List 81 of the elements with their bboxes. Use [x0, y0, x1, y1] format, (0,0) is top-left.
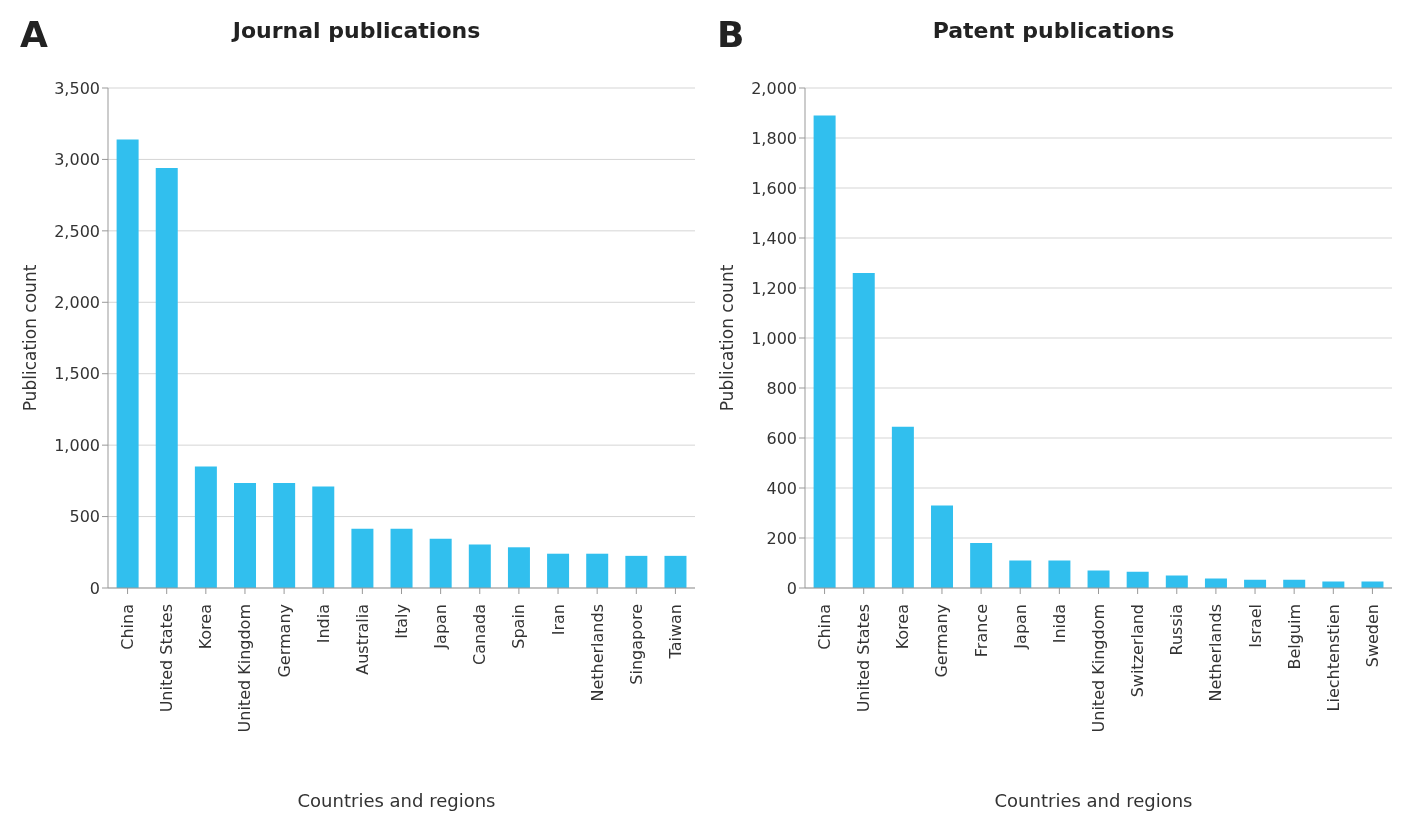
bar	[891, 426, 914, 588]
x-tick-label: Australia	[352, 604, 372, 675]
bar	[813, 115, 836, 588]
y-tick-label: 3,500	[54, 78, 100, 98]
y-axis-title: Publication count	[20, 264, 41, 412]
bar	[547, 553, 570, 588]
x-tick-label: Korea	[196, 604, 216, 650]
x-axis-title: Countries and regions	[993, 790, 1194, 811]
x-tick-label: Canada	[470, 604, 490, 665]
bar	[234, 483, 257, 588]
y-tick-label: 1,200	[751, 278, 797, 298]
text: A	[20, 14, 48, 55]
y-tick-label: 1,500	[54, 364, 100, 384]
y-tick-label: 1,600	[751, 178, 797, 198]
x-tick-label: China	[118, 604, 138, 650]
bar	[852, 273, 875, 588]
y-tick-label: 800	[766, 378, 797, 398]
bar	[1048, 560, 1071, 588]
y-tick-label: 200	[766, 528, 797, 548]
x-tick-label: Japan	[1010, 604, 1030, 650]
bar	[116, 139, 139, 588]
x-tick-label: Japan	[431, 604, 451, 650]
x-tick-label: Russia	[1167, 604, 1187, 656]
y-axis-title: Publication count	[717, 264, 738, 412]
y-tick-label: 2,000	[751, 78, 797, 98]
bar	[194, 466, 217, 588]
bar	[351, 528, 374, 588]
x-tick-label: United States	[854, 604, 874, 713]
bar	[931, 505, 954, 588]
x-tick-label: Netherlands	[1206, 604, 1226, 702]
x-tick-label: United States	[157, 604, 177, 713]
x-tick-label: Germany	[932, 604, 952, 678]
bar	[1009, 560, 1032, 588]
x-tick-label: Israel	[1245, 604, 1265, 648]
x-tick-label: Inida	[1049, 604, 1069, 644]
bar	[507, 547, 530, 588]
bar	[468, 544, 491, 588]
bar	[1087, 570, 1110, 588]
bar	[273, 483, 296, 588]
x-tick-label: United Kingdom	[1089, 604, 1108, 733]
bar	[664, 555, 687, 588]
y-tick-label: 3,000	[54, 150, 100, 170]
y-tick-label: 600	[766, 428, 797, 448]
x-tick-label: Spain	[509, 604, 529, 649]
bar	[970, 543, 993, 588]
x-tick-label: Sweden	[1362, 604, 1382, 668]
x-tick-label: Taiwan	[665, 604, 685, 660]
x-tick-label: United Kingdom	[235, 604, 255, 733]
bar	[586, 553, 609, 588]
x-tick-label: France	[971, 604, 991, 658]
x-tick-label: Italy	[392, 604, 411, 639]
y-tick-label: 500	[69, 507, 100, 527]
y-tick-label: 400	[766, 478, 797, 498]
y-tick-label: 2,500	[54, 221, 100, 241]
y-tick-label: 2,000	[54, 292, 100, 312]
bar	[155, 168, 178, 588]
y-tick-label: 1,000	[54, 435, 100, 455]
bar	[1126, 571, 1149, 588]
x-tick-label: China	[815, 604, 835, 650]
chart-title: Journal publications	[232, 18, 481, 43]
y-tick-label: 1,400	[751, 228, 797, 248]
x-tick-label: India	[313, 604, 333, 644]
x-tick-label: Switzerland	[1128, 604, 1148, 698]
y-tick-label: 0	[786, 578, 797, 598]
x-tick-label: Iran	[548, 604, 568, 636]
chart-title: Patent publications	[932, 18, 1175, 43]
bar	[625, 555, 648, 588]
bar	[429, 538, 452, 588]
bar	[390, 528, 413, 588]
y-tick-label: 1,800	[751, 128, 797, 148]
x-tick-label: Germany	[274, 604, 294, 678]
text: B	[717, 14, 745, 55]
y-tick-label: 1,000	[751, 328, 797, 348]
x-tick-label: Netherlands	[587, 604, 607, 702]
bar	[312, 486, 335, 588]
x-tick-label: Liechtenstien	[1323, 604, 1343, 712]
x-tick-label: Singapore	[626, 604, 646, 685]
x-axis-title: Countries and regions	[296, 790, 497, 811]
x-tick-label: Korea	[893, 604, 913, 650]
y-tick-label: 0	[89, 578, 100, 598]
x-tick-label: Belguim	[1284, 604, 1304, 670]
